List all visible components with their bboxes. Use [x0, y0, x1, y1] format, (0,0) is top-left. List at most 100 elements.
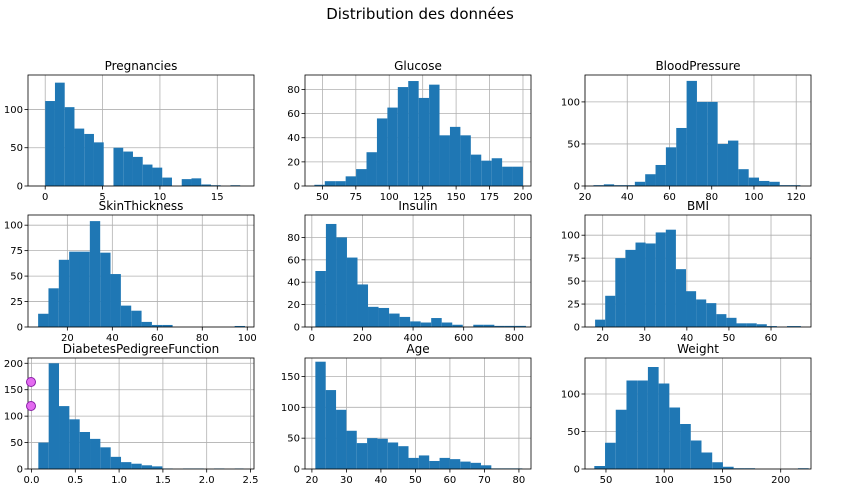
plot-frame: [304, 214, 532, 328]
highlight-marker: [26, 377, 36, 387]
plot-frame: [584, 74, 812, 187]
histogram-bar: [48, 288, 59, 327]
histogram-bar: [408, 457, 419, 469]
histogram-bar: [647, 367, 659, 469]
x-tick-label: 150: [447, 192, 466, 203]
histogram-bar: [722, 466, 734, 469]
histogram-panel: 20 40 60 80 100 120 0 50 100 BloodPressure: [561, 59, 812, 203]
histogram-bar: [696, 101, 708, 186]
histogram-bar: [491, 158, 503, 186]
histogram-bar: [234, 325, 246, 327]
histogram-bar: [658, 383, 670, 469]
histogram-bar: [779, 185, 791, 186]
plot-frame: [27, 357, 255, 470]
histogram-panel: 20 40 60 80 100 0 25 50 75 100 SkinThickness: [4, 199, 257, 344]
x-tick-label: 60: [765, 333, 778, 344]
histogram-bar: [449, 126, 461, 186]
histogram-bar: [686, 80, 697, 186]
histogram-bar: [325, 223, 337, 327]
histogram-bar: [625, 249, 636, 327]
histogram-bar: [738, 169, 749, 186]
x-tick-label: 0.5: [67, 475, 83, 485]
y-tick-label: 80: [287, 233, 300, 244]
histogram-bar: [64, 107, 75, 186]
x-tick-label: 200: [353, 333, 372, 344]
histogram-bar: [665, 229, 676, 327]
histogram-bar: [452, 324, 463, 327]
histogram-bar: [69, 251, 80, 327]
y-tick-label: 20: [287, 157, 300, 168]
x-tick-label: 600: [454, 333, 473, 344]
x-tick-label: 800: [505, 333, 524, 344]
x-tick-label: 20: [579, 192, 592, 203]
histogram-bar: [408, 81, 419, 186]
histogram-bar: [315, 271, 326, 327]
histogram-bar: [345, 176, 357, 186]
x-tick-label: 200: [513, 192, 532, 203]
histogram-bar: [142, 164, 153, 186]
x-tick-label: 50: [723, 333, 736, 344]
x-tick-label: 100: [380, 192, 399, 203]
histogram-bar: [336, 237, 347, 327]
histogram-bar: [594, 466, 606, 469]
y-tick-label: 0: [294, 465, 300, 476]
histogram-panel: 20 30 40 50 60 70 80 0 50 100 150 Age: [281, 342, 532, 485]
y-tick-label: 0: [294, 182, 300, 193]
histogram-bar: [701, 452, 713, 469]
histogram-bar: [626, 380, 638, 469]
histogram-bar: [410, 321, 421, 327]
histogram-bar: [123, 151, 133, 186]
histogram-bar: [418, 455, 430, 469]
plot-frame: [27, 214, 255, 328]
panel-title: Pregnancies: [105, 59, 178, 73]
histogram-bar: [120, 305, 132, 327]
y-tick-label: 100: [4, 221, 23, 232]
x-tick-label: 20: [61, 333, 74, 344]
x-tick-label: 125: [413, 192, 432, 203]
histogram-bar: [69, 419, 80, 469]
histogram-bar: [429, 460, 440, 469]
histogram-bar: [748, 177, 760, 186]
histogram-bar: [605, 295, 616, 327]
x-tick-label: 50: [600, 475, 613, 485]
histogram-bar: [398, 446, 409, 469]
histogram-bar: [336, 409, 347, 469]
x-tick-label: 50: [409, 475, 422, 485]
histogram-bar: [45, 101, 55, 186]
histogram-bar: [368, 306, 379, 327]
histogram-bar: [756, 324, 767, 327]
x-tick-label: 0.0: [24, 475, 40, 485]
histogram-bar: [131, 310, 142, 327]
histogram-bar: [614, 185, 625, 186]
y-tick-label: 80: [287, 85, 300, 96]
panel-title: BMI: [687, 199, 709, 213]
histogram-bar: [121, 462, 132, 469]
x-tick-label: 0: [309, 333, 315, 344]
y-tick-label: 0: [17, 182, 23, 193]
histogram-bar: [110, 456, 122, 469]
histogram-bar: [512, 166, 523, 186]
histogram-bar: [746, 323, 757, 327]
y-tick-label: 150: [4, 385, 23, 396]
panel-title: DiabetesPedigreeFunction: [63, 342, 220, 356]
y-tick-label: 100: [4, 412, 23, 423]
histogram-bar: [431, 318, 442, 327]
x-tick-label: 30: [638, 333, 651, 344]
y-tick-label: 100: [561, 390, 580, 401]
x-tick-label: 50: [316, 192, 329, 203]
x-tick-label: 120: [787, 192, 806, 203]
plot-frame: [584, 357, 812, 470]
histogram-bar: [367, 438, 378, 469]
x-tick-label: 40: [375, 475, 388, 485]
histogram-bar: [449, 459, 461, 469]
histogram-bar: [376, 118, 388, 186]
histogram-bar: [460, 135, 471, 186]
y-tick-label: 0: [17, 465, 23, 476]
histogram-bar: [58, 259, 70, 327]
histogram-bar: [100, 252, 111, 327]
histogram-bar: [480, 465, 492, 469]
y-tick-label: 50: [567, 277, 580, 288]
x-tick-label: 80: [196, 333, 209, 344]
histogram-bar: [655, 232, 666, 327]
highlight-marker: [26, 401, 36, 411]
